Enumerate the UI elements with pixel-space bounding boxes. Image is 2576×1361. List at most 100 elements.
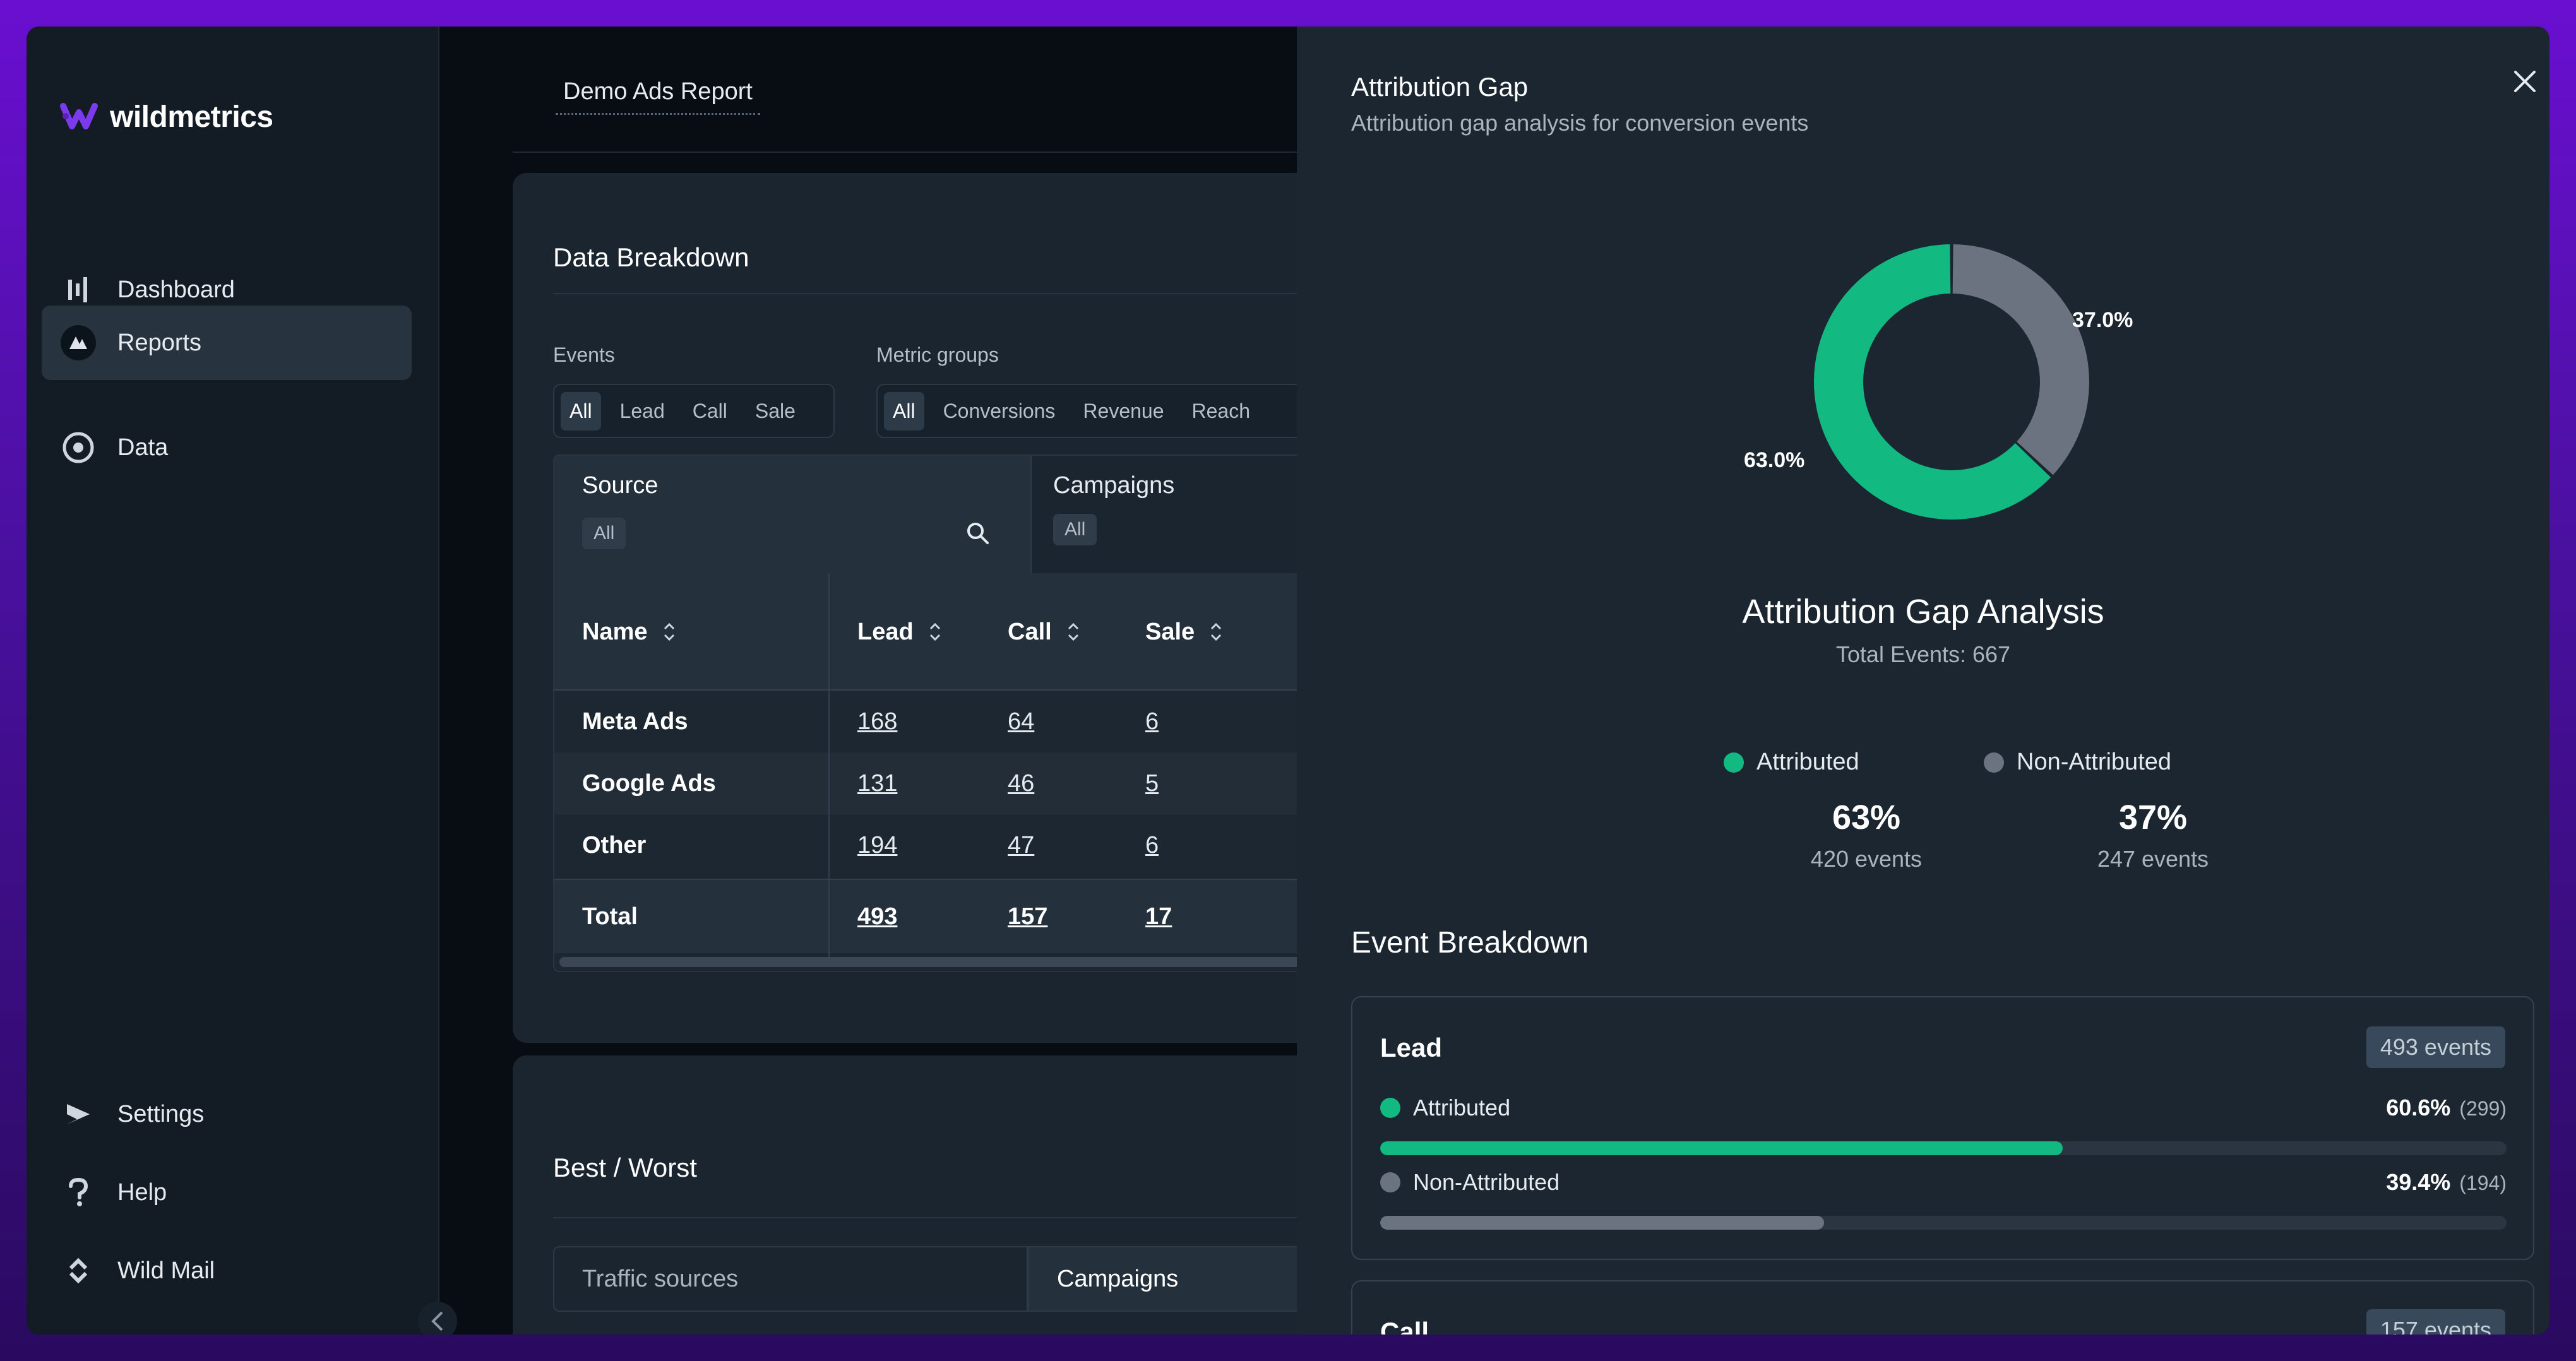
chevron-left-icon xyxy=(431,1311,443,1331)
source-filter[interactable]: Source All xyxy=(554,456,1032,573)
card-title: Best / Worst xyxy=(553,1153,697,1182)
table-total-row: Total 493 157 17 xyxy=(554,879,1369,953)
events-option-all[interactable]: All xyxy=(561,391,601,431)
total-label: Total xyxy=(582,903,638,930)
lead-value-link[interactable]: 168 xyxy=(857,708,898,735)
horizontal-scrollbar[interactable] xyxy=(559,957,1369,967)
sidebar-item-wild-mail[interactable]: Wild Mail xyxy=(42,1233,412,1308)
sort-icon xyxy=(664,622,674,641)
events-option-lead[interactable]: Lead xyxy=(619,399,665,422)
events-segmented-control: All Lead Call Sale xyxy=(553,384,835,438)
lead-value-link[interactable]: 131 xyxy=(857,770,898,797)
sidebar-item-label: Reports xyxy=(117,329,202,356)
sidebar-item-reports[interactable]: Reports xyxy=(42,306,412,380)
call-value-link[interactable]: 46 xyxy=(1008,770,1035,797)
table-row[interactable]: Google Ads 131 46 5 xyxy=(554,752,1369,814)
legend-non-attributed: Non-Attributed xyxy=(1984,749,2171,776)
sidebar-item-label: Wild Mail xyxy=(117,1257,215,1284)
column-header-name[interactable]: Name xyxy=(582,573,676,691)
divider xyxy=(513,152,1333,153)
best-worst-card: Best / Worst Traffic sources Campaigns xyxy=(513,1055,1369,1334)
metric-option-revenue[interactable]: Revenue xyxy=(1083,399,1164,422)
donut-label-non-attributed: 37.0% xyxy=(2072,308,2133,332)
metric-option-reach[interactable]: Reach xyxy=(1191,399,1251,422)
donut-slice-non-attributed xyxy=(1952,244,2089,475)
sale-value-link[interactable]: 6 xyxy=(1145,831,1159,859)
attribution-gap-panel: Attribution Gap Attribution gap analysis… xyxy=(1297,27,2549,1334)
column-header-sale[interactable]: Sale xyxy=(1145,573,1222,691)
legend-attributed: Attributed xyxy=(1724,749,1859,776)
row-name: Meta Ads xyxy=(582,708,688,735)
sale-value-link[interactable]: 5 xyxy=(1145,770,1159,797)
sale-value-link[interactable]: 6 xyxy=(1145,708,1159,735)
call-value-link[interactable]: 47 xyxy=(1008,831,1035,859)
card-title: Data Breakdown xyxy=(553,242,749,272)
attributed-progress-bar xyxy=(1380,1141,2507,1155)
row-name: Google Ads xyxy=(582,770,716,797)
attributed-row: Attributed 60.6% (299) xyxy=(1380,1095,2507,1121)
table-row[interactable]: Meta Ads 168 64 6 xyxy=(554,691,1369,752)
sidebar-item-settings[interactable]: Settings xyxy=(42,1077,412,1151)
sidebar-item-dashboard[interactable]: Dashboard xyxy=(42,253,412,327)
column-header-call[interactable]: Call xyxy=(1008,573,1080,691)
legend-label: Attributed xyxy=(1756,749,1859,775)
table-header xyxy=(554,573,1369,691)
gray-dot-icon xyxy=(1984,752,2004,773)
event-name: Lead xyxy=(1380,1033,1443,1062)
sidebar-item-label: Dashboard xyxy=(117,276,235,303)
lead-value-link[interactable]: 194 xyxy=(857,831,898,859)
divider xyxy=(553,293,1369,294)
column-label: Name xyxy=(582,618,648,645)
attributed-progress-fill xyxy=(1380,1141,2063,1155)
attributed-percent: 63% xyxy=(1832,799,1901,836)
total-call-link[interactable]: 157 xyxy=(1008,903,1048,930)
source-chip[interactable]: All xyxy=(582,518,626,549)
event-count-badge: 157 events xyxy=(2366,1309,2505,1334)
events-option-call[interactable]: Call xyxy=(692,399,727,422)
metric-option-all[interactable]: All xyxy=(884,391,924,431)
row-label: Non-Attributed xyxy=(1413,1169,1560,1195)
total-sale-link[interactable]: 17 xyxy=(1145,903,1172,930)
non-attributed-progress-bar xyxy=(1380,1216,2507,1230)
column-divider xyxy=(828,573,830,965)
chart-total-events: Total Events: 667 xyxy=(1835,641,2011,667)
metric-groups-segmented-control: All Conversions Revenue Reach xyxy=(876,384,1331,438)
column-header-lead[interactable]: Lead xyxy=(857,573,941,691)
events-option-sale[interactable]: Sale xyxy=(754,399,796,422)
sidebar-item-data[interactable]: Data xyxy=(42,410,412,485)
row-label: Attributed xyxy=(1413,1095,1511,1120)
non-attributed-row: Non-Attributed 39.4% (194) xyxy=(1380,1169,2507,1196)
app-name: wildmetrics xyxy=(110,100,273,134)
panel-title: Attribution Gap xyxy=(1351,72,1529,102)
report-title[interactable]: Demo Ads Report xyxy=(556,78,760,115)
best-worst-tabs: Traffic sources Campaigns xyxy=(553,1246,1369,1312)
logo[interactable]: wildmetrics xyxy=(59,97,273,136)
call-value-link[interactable]: 64 xyxy=(1008,708,1035,735)
sidebar: wildmetrics Dashboard Reports Data Setti… xyxy=(27,27,439,1334)
event-name: Call xyxy=(1380,1317,1429,1334)
divider xyxy=(553,1217,1369,1218)
metric-option-conversions[interactable]: Conversions xyxy=(943,399,1056,422)
app-window: wildmetrics Dashboard Reports Data Setti… xyxy=(27,27,2549,1334)
total-lead-link[interactable]: 493 xyxy=(857,903,898,930)
bar-chart-icon xyxy=(61,272,96,307)
close-icon[interactable] xyxy=(2509,66,2541,97)
event-breakdown-title: Event Breakdown xyxy=(1351,926,1589,960)
search-icon[interactable] xyxy=(965,520,990,545)
tab-traffic-sources[interactable]: Traffic sources xyxy=(553,1246,1028,1312)
sidebar-item-label: Data xyxy=(117,434,169,461)
campaigns-chip[interactable]: All xyxy=(1053,514,1097,545)
legend-label: Non-Attributed xyxy=(2017,749,2172,775)
panel-subtitle: Attribution gap analysis for conversion … xyxy=(1351,110,1809,136)
collapse-sidebar-button[interactable] xyxy=(418,1302,457,1334)
table-row[interactable]: Other 194 47 6 xyxy=(554,814,1369,876)
source-label: Source xyxy=(582,472,659,499)
sidebar-item-label: Settings xyxy=(117,1100,205,1127)
main-content: Demo Ads Report Data Breakdown Events Al… xyxy=(441,27,1369,1334)
green-dot-icon xyxy=(1724,752,1744,773)
non-attributed-events: 247 events xyxy=(2097,846,2209,872)
sidebar-item-help[interactable]: Help xyxy=(42,1155,412,1230)
column-label: Lead xyxy=(857,618,914,645)
gray-dot-icon xyxy=(1380,1172,1400,1192)
metric-groups-label: Metric groups xyxy=(876,343,999,366)
